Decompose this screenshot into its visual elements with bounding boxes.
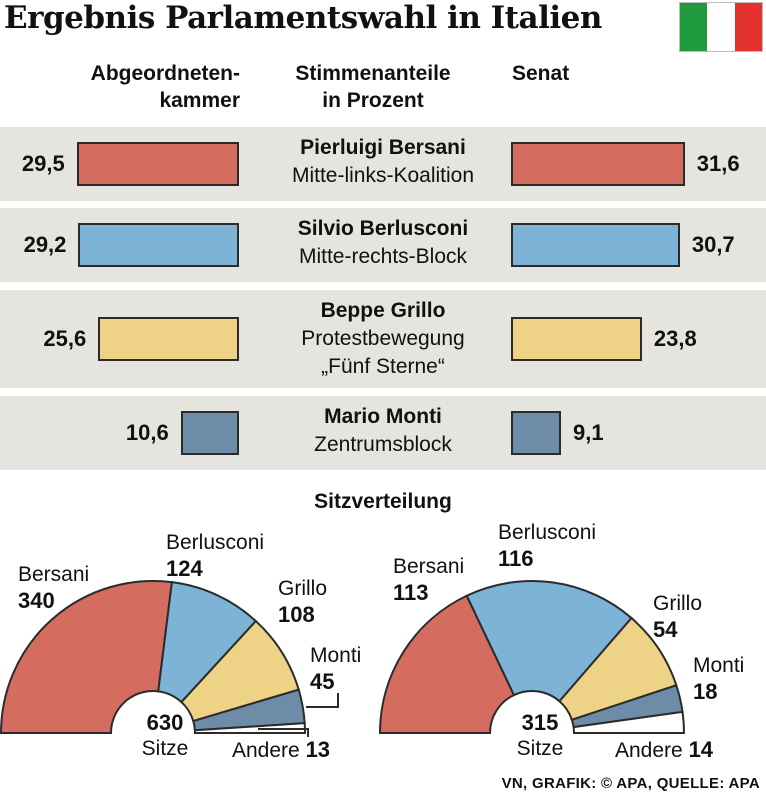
- leader-line: [306, 693, 339, 708]
- seat-label-value: 14: [688, 737, 714, 762]
- seat-label-monti: Monti 18: [693, 653, 744, 705]
- value-label-senate: 31,6: [696, 151, 740, 176]
- seat-label-value: 116: [498, 546, 534, 571]
- bar-senate: [511, 223, 680, 267]
- header-percent-line2: in Prozent: [322, 89, 424, 112]
- seat-label-name: Bersani: [393, 555, 465, 578]
- seat-label-name: Grillo: [278, 577, 328, 600]
- party-subtitle: Mitte-links-Koalition: [291, 164, 475, 187]
- italy-flag-icon: [679, 2, 763, 52]
- seat-label-name: Monti: [693, 654, 745, 677]
- seat-label-value: 45: [310, 669, 335, 694]
- party-row: 29,2 30,7 Silvio Berlusconi Mitte-rechts-Bl…: [0, 208, 766, 282]
- party-name: Silvio Berlusconi: [297, 217, 469, 240]
- party-subtitle: Mitte-rechts-Block: [298, 245, 468, 268]
- party-label: Beppe Grillo Protestbewegung „Fünf Sterne“: [253, 297, 513, 381]
- party-name: Beppe Grillo: [320, 299, 446, 322]
- seat-label-value: 18: [693, 679, 718, 704]
- seat-label-andere: Andere 13: [232, 737, 330, 764]
- seat-label-berlusconi: Berlusconi 116: [498, 520, 596, 572]
- seat-label-value: 108: [278, 602, 315, 627]
- bar-chamber: [180, 411, 239, 455]
- seat-label-value: 340: [18, 588, 55, 613]
- seat-label-value: 113: [393, 580, 429, 605]
- flag-stripe-red: [734, 3, 762, 51]
- flag-stripe-white: [707, 3, 735, 51]
- seat-slice-andere: [572, 710, 686, 734]
- seat-label-value: 124: [166, 556, 203, 581]
- seat-label-value: 13: [305, 737, 331, 762]
- seat-label-name: Monti: [310, 644, 362, 667]
- seat-total-label: 630 Sitze: [105, 710, 225, 762]
- bar-chamber: [76, 142, 239, 186]
- value-label-senate: 23,8: [653, 326, 697, 351]
- seat-total-value: 315: [521, 710, 559, 735]
- flag-stripe-green: [680, 3, 708, 51]
- value-label-chamber: 29,2: [23, 232, 67, 257]
- seat-label-grillo: Grillo 108: [278, 576, 327, 628]
- leader-line: [258, 728, 309, 737]
- seat-total-unit: Sitze: [141, 737, 189, 760]
- seat-label-bersani: Bersani 340: [18, 562, 89, 614]
- value-label-chamber: 25,6: [43, 326, 87, 351]
- seat-label-monti: Monti 45: [310, 643, 361, 695]
- value-label-chamber: 10,6: [125, 420, 169, 445]
- bar-chamber: [78, 223, 239, 267]
- party-name: Mario Monti: [324, 405, 442, 428]
- bar-senate: [511, 142, 685, 186]
- party-subtitle: Zentrumsblock: [314, 433, 452, 456]
- seat-label-value: 54: [653, 617, 678, 642]
- seat-slice-berlusconi: [465, 580, 633, 703]
- party-row: 25,6 23,8 Beppe Grillo Protestbewegung „Fünf…: [0, 290, 766, 388]
- header-percent-line1: Stimmenanteile: [295, 62, 451, 85]
- header-percent: Stimmenanteile in Prozent: [253, 60, 493, 114]
- seat-label-andere: Andere 14: [615, 737, 713, 764]
- seat-label-grillo: Grillo 54: [653, 591, 702, 643]
- chart-title: Ergebnis Parlamentswahl in Italien: [4, 0, 602, 36]
- party-name: Pierluigi Bersani: [300, 136, 466, 159]
- value-label-chamber: 29,5: [21, 151, 65, 176]
- party-row: 10,6 9,1 Mario Monti Zentrumsblock: [0, 396, 766, 470]
- seat-slice-bersani: [0, 580, 174, 734]
- value-label-senate: 9,1: [573, 420, 604, 445]
- seat-total-unit: Sitze: [516, 737, 564, 760]
- bar-chamber: [98, 317, 239, 361]
- party-subtitle: Protestbewegung: [301, 327, 465, 350]
- seat-label-name: Bersani: [18, 563, 90, 586]
- seat-label-berlusconi: Berlusconi 124: [166, 530, 264, 582]
- party-row: 29,5 31,6 Pierluigi Bersani Mitte-links-Koa…: [0, 127, 766, 201]
- seat-total-value: 630: [146, 710, 184, 735]
- party-subtitle: „Fünf Sterne“: [321, 355, 445, 378]
- header-chamber: Abgeordneten- kammer: [80, 60, 240, 114]
- source-credit: VN, GRAFIK: © APA, QUELLE: APA: [501, 775, 760, 792]
- seat-distribution-title: Sitzverteilung: [314, 490, 452, 513]
- party-label: Mario Monti Zentrumsblock: [253, 403, 513, 459]
- value-label-senate: 30,7: [691, 232, 735, 257]
- party-label: Pierluigi Bersani Mitte-links-Koalition: [253, 134, 513, 190]
- seat-label-name: Grillo: [653, 592, 703, 615]
- seat-slice-andere: [193, 722, 307, 734]
- party-label: Silvio Berlusconi Mitte-rechts-Block: [253, 215, 513, 271]
- seat-label-name: Berlusconi: [498, 521, 597, 544]
- seat-label-bersani: Bersani 113: [393, 554, 464, 606]
- seat-label-name: Berlusconi: [166, 531, 265, 554]
- seat-label-name: Andere: [232, 739, 306, 762]
- header-chamber-line2: kammer: [159, 89, 240, 112]
- seat-total-label: 315 Sitze: [480, 710, 600, 762]
- seat-slice-berlusconi: [157, 581, 258, 704]
- bar-senate: [511, 411, 562, 455]
- header-chamber-line1: Abgeordneten-: [90, 62, 240, 85]
- seat-slice-bersani: [378, 594, 516, 734]
- header-senate: Senat: [512, 62, 570, 85]
- seat-label-name: Andere: [615, 739, 689, 762]
- bar-senate: [511, 317, 642, 361]
